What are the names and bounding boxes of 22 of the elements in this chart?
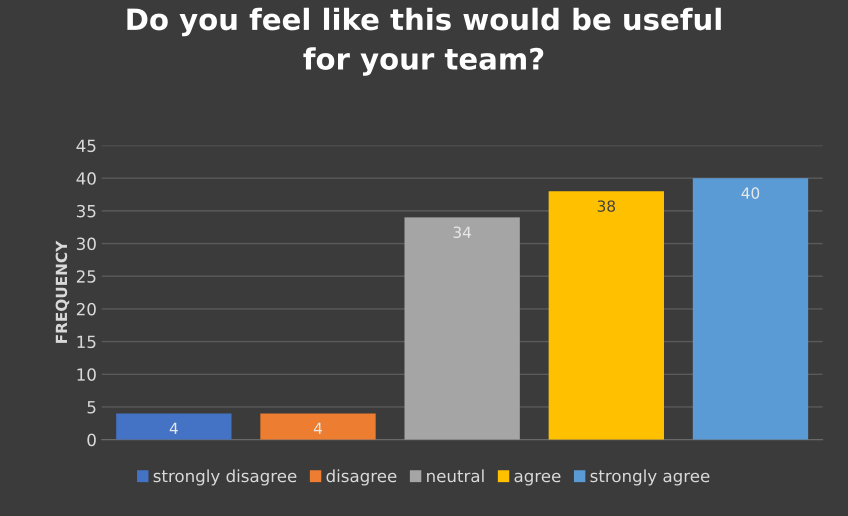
chart-title: Do you feel like this would be useful for your team?: [127, 8, 721, 76]
data-label: 4: [314, 422, 322, 434]
y-tick-label: 40: [76, 172, 96, 185]
legend-label: strongly disagree: [154, 469, 296, 486]
y-tick-label: 5: [88, 401, 96, 414]
y-tick-label: 45: [76, 140, 96, 152]
y-tick-label: 35: [76, 204, 96, 218]
legend-label: strongly agree: [590, 469, 710, 486]
y-axis-title: FREQUENCY: [56, 240, 70, 343]
data-label: 4: [170, 422, 178, 434]
legend-label: neutral: [427, 469, 484, 482]
y-tick-label: 30: [76, 238, 96, 250]
y-tick-label: 10: [78, 368, 96, 381]
legend-label: disagree: [326, 469, 396, 486]
y-tick-label: 0: [87, 434, 96, 446]
data-label: 34: [454, 226, 472, 238]
data-label: 38: [598, 200, 615, 212]
y-tick-label: 20: [76, 302, 96, 316]
data-label: 40: [742, 187, 760, 199]
y-tick-label: 15: [78, 336, 96, 348]
y-tick-label: 25: [76, 270, 96, 283]
legend-label: agree: [514, 472, 560, 486]
